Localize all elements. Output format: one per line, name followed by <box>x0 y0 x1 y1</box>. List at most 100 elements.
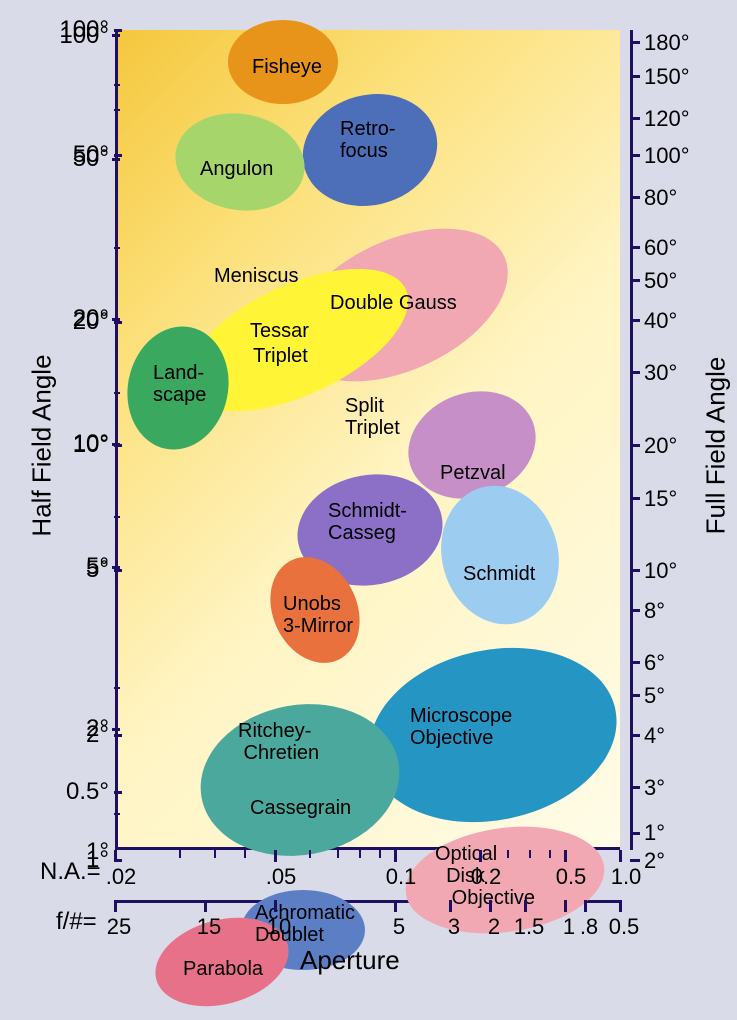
label-fisheye: Fisheye <box>252 56 322 78</box>
xtick-na <box>564 850 567 862</box>
ytick-right <box>630 154 640 157</box>
ytick-right <box>630 75 640 78</box>
yt-l-20: 20° <box>73 305 109 333</box>
ytick <box>112 34 120 37</box>
ylabel-right: Full Field Angle <box>701 346 732 546</box>
right-axis-line <box>630 30 633 850</box>
ytick-right-label: 50° <box>644 268 677 294</box>
xtick-fnum <box>274 900 277 912</box>
xlabel: Aperture <box>300 945 400 976</box>
yt-l-5: 5° <box>86 553 109 581</box>
ytick-right-label: 40° <box>644 308 677 334</box>
yt-l-10: 10° <box>73 430 109 458</box>
xtick-na-label: 0.1 <box>377 864 425 890</box>
label-schmidt-casseg: Schmidt- Casseg <box>328 500 407 544</box>
label-landscape: Land- scape <box>153 362 206 406</box>
label-angulon: Angulon <box>200 158 273 180</box>
xtick-na <box>274 850 277 862</box>
ytick <box>112 566 120 569</box>
ytick-right <box>630 371 640 374</box>
yt-l-2: 2° <box>86 715 109 743</box>
yt-l-100: 100° <box>59 22 109 50</box>
xtick-fnum-label: 15 <box>185 914 233 940</box>
ytick-right-label: 120° <box>644 106 690 132</box>
ytick-left-minor <box>114 392 120 394</box>
label-schmidt: Schmidt <box>463 563 535 585</box>
ytick-right-label: 6° <box>644 650 665 676</box>
xtick-na-minor <box>337 850 339 858</box>
xtick-fnum <box>564 900 567 912</box>
xtick-fnum <box>619 900 622 912</box>
ytick-right <box>630 694 640 697</box>
xtick-fnum <box>449 900 452 912</box>
ytick-right <box>630 246 640 249</box>
label-retrofocus: Retro- focus <box>340 118 396 162</box>
ytick <box>112 318 120 321</box>
ytick-right <box>630 609 640 612</box>
xtick-na-label: 0.2 <box>462 864 510 890</box>
xtick-na-minor <box>549 850 551 858</box>
ytick-right-label: 5° <box>644 683 665 709</box>
ytick-right-label: 10° <box>644 558 677 584</box>
triplet-label: Triplet <box>253 345 308 367</box>
xtick-na <box>114 850 117 862</box>
xtick-na-minor <box>507 850 509 858</box>
xtick-fnum <box>204 900 207 912</box>
ytick-left <box>114 321 122 324</box>
ytick-left-label: 0.5° <box>66 778 109 806</box>
label-parabola: Parabola <box>183 958 263 980</box>
meniscus-label: Meniscus <box>214 265 298 287</box>
ytick <box>112 728 120 731</box>
ytick-right-label: 20° <box>644 433 677 459</box>
ytick-left-minor <box>114 687 120 689</box>
ytick-left-minor <box>114 84 120 86</box>
xtick-fnum-label: 25 <box>95 914 143 940</box>
ytick-right-label: 60° <box>644 235 677 261</box>
xtick-na <box>619 850 622 862</box>
ytick-right <box>630 196 640 199</box>
ytick <box>112 158 120 161</box>
xtick-na-label: .05 <box>257 864 305 890</box>
yt-l-50: 50° <box>73 145 109 173</box>
ytick-left-minor <box>114 813 120 815</box>
ytick-right <box>630 734 640 737</box>
xtick-fnum <box>489 900 492 912</box>
ytick-right-label: 4° <box>644 723 665 749</box>
label-petzval: Petzval <box>440 462 506 484</box>
ytick-right-label: 100° <box>644 143 690 169</box>
label-unobs-3mirror: Unobs 3-Mirror <box>283 593 353 637</box>
ytick-right-label: 30° <box>644 360 677 386</box>
ytick-right-label: 150° <box>644 64 690 90</box>
ytick-right <box>630 279 640 282</box>
ytick-left <box>114 569 122 572</box>
fnum-eq-label: f/#= <box>56 908 97 936</box>
ytick-right <box>630 569 640 572</box>
ytick-right <box>630 661 640 664</box>
ytick-left-minor <box>114 516 120 518</box>
ytick-right <box>630 444 640 447</box>
ytick-right <box>630 786 640 789</box>
ytick-right <box>630 41 640 44</box>
split-triplet-label: Split Triplet <box>345 395 400 439</box>
ytick-right <box>630 832 640 835</box>
xtick-na-minor <box>309 850 311 858</box>
xtick-fnum <box>114 900 117 912</box>
ytick-right <box>630 117 640 120</box>
xtick-fnum <box>524 900 527 912</box>
xtick-fnum-label: 10 <box>255 914 303 940</box>
ylabel-left: Half Field Angle <box>27 346 58 546</box>
xtick-fnum-label: 5 <box>375 914 423 940</box>
xtick-fnum <box>394 900 397 912</box>
tessar-label: Tessar <box>250 320 309 342</box>
xtick-fnum-label: 0.5 <box>600 914 648 940</box>
ytick <box>112 443 120 446</box>
xtick-na <box>479 850 482 862</box>
xtick-na-minor <box>359 850 361 858</box>
na-eq-label: N.A.= <box>40 858 101 886</box>
ytick-left <box>114 734 122 737</box>
xtick-na-minor <box>529 850 531 858</box>
xtick-na-label: 0.5 <box>547 864 595 890</box>
xtick-na-label: 1.0 <box>602 864 650 890</box>
xtick-fnum <box>584 900 587 912</box>
cassegrain-label: Cassegrain <box>250 797 351 819</box>
